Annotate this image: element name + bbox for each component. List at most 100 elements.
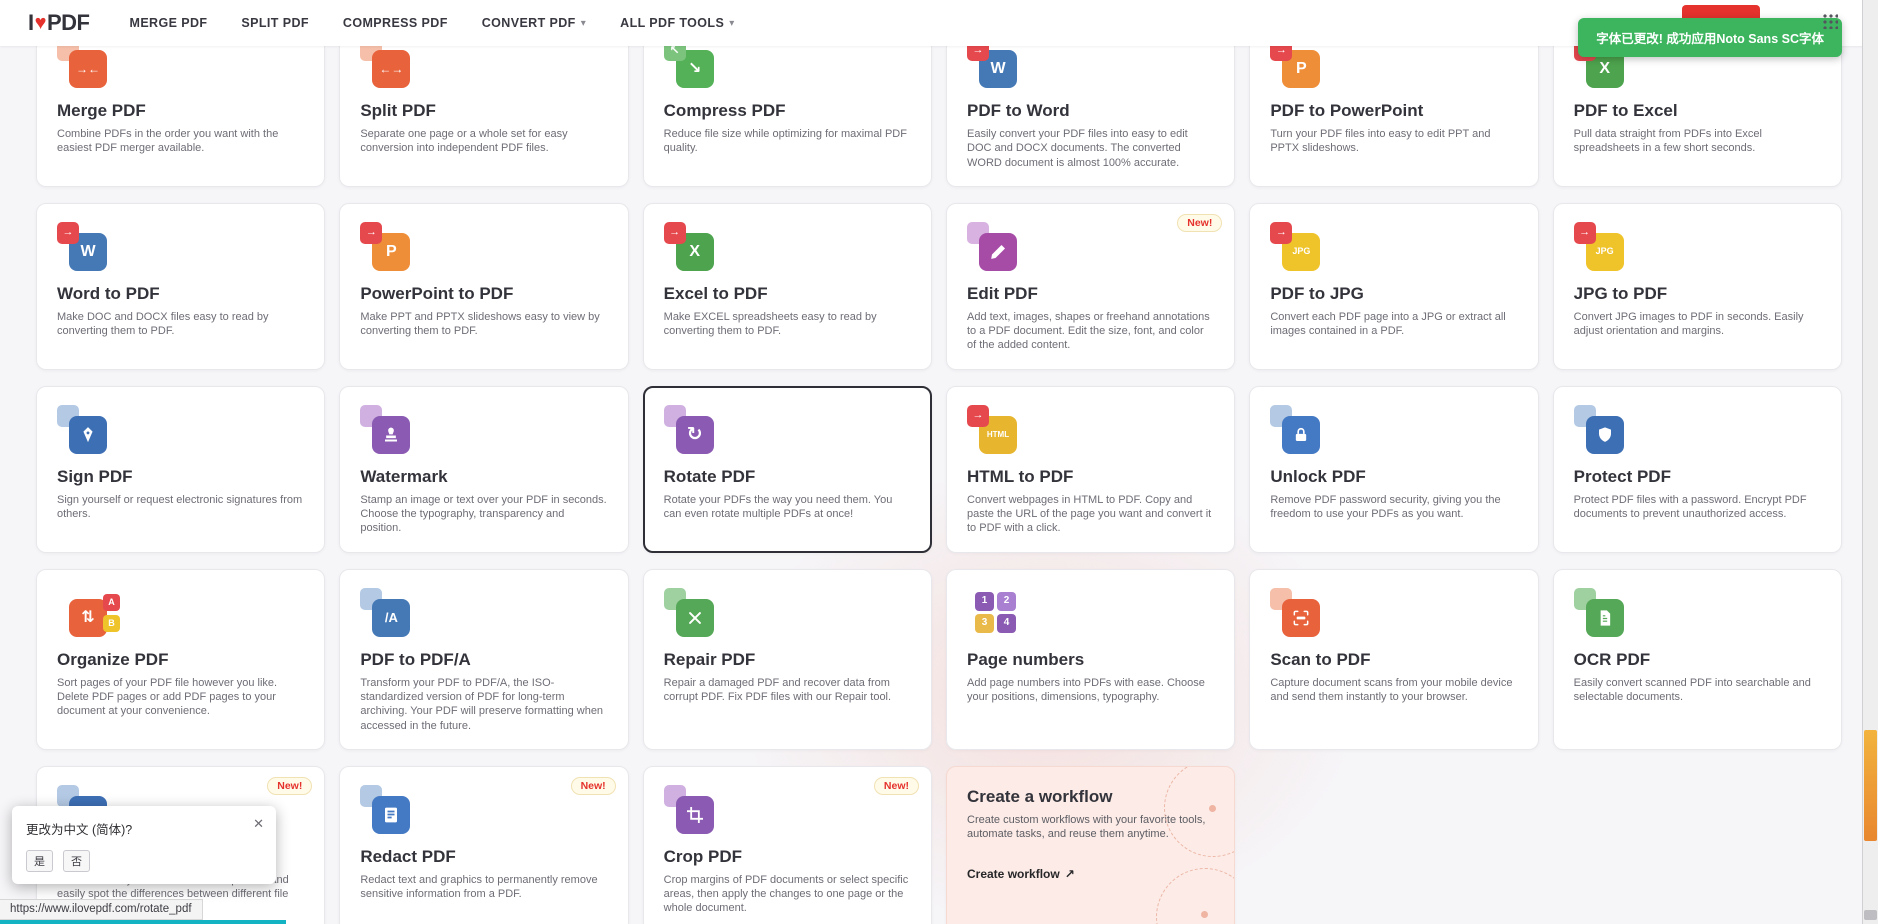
tool-title: Sign PDF [57, 466, 133, 486]
icon-tile: 1 [975, 591, 994, 611]
tool-title: Protect PDF [1573, 466, 1671, 486]
tool-title: Watermark [360, 466, 448, 486]
nav-item-convert-pdf[interactable]: CONVERT PDF ▾ [482, 16, 586, 30]
tool-card-pdf-to-powerpoint[interactable]: → P PDF to PowerPoint Turn your PDF files i… [1249, 20, 1539, 187]
tool-title: Repair PDF [663, 649, 756, 669]
scrollbar[interactable] [1862, 0, 1878, 924]
icon-tile: 2 [997, 591, 1016, 611]
tool-card-unlock-pdf[interactable]: Unlock PDF Remove PDF password security, … [1249, 385, 1539, 553]
apps-grid-icon[interactable] [1821, 12, 1838, 29]
jpg-to-pdf-icon: → JPG [1573, 221, 1636, 274]
tool-description: Add page numbers into PDFs with ease. Ch… [967, 676, 1205, 703]
tool-card-crop-pdf[interactable]: New! Crop PDF Crop margins of PDF document… [642, 765, 932, 924]
split-icon: ←→ [360, 39, 422, 91]
tool-card-word-to-pdf[interactable]: → W Word to PDF Make DOC and DOCX files eas… [36, 202, 326, 370]
tool-title: HTML to PDF [967, 466, 1074, 486]
tool-title: PDF to PDF/A [360, 649, 471, 669]
tool-title: JPG to PDF [1573, 283, 1668, 303]
icon-tile [675, 598, 714, 637]
tool-card-merge-pdf[interactable]: →← Merge PDF Combine PDFs in the order you… [36, 20, 326, 187]
tool-card-protect-pdf[interactable]: Protect PDF Protect PDF files with a pass… [1552, 385, 1842, 553]
tool-card-sign-pdf[interactable]: Sign PDF Sign yourself or request electro… [36, 385, 326, 553]
tool-card-jpg-to-pdf[interactable]: → JPG JPG to PDF Convert JPG images to PDF … [1552, 202, 1842, 370]
scrollbar-thumb[interactable] [1864, 729, 1877, 841]
nav-item-split-pdf[interactable]: SPLIT PDF [241, 16, 309, 30]
arrow-up-right-icon: ↗ [1064, 867, 1075, 882]
nav-item-label: ALL PDF TOOLS [620, 16, 725, 30]
tool-card-ocr-pdf[interactable]: OCR PDF Easily convert scanned PDF into s… [1552, 568, 1842, 750]
tool-description: Redact text and graphics to permanently … [360, 873, 598, 901]
new-badge: New! [267, 776, 313, 795]
ilovepdf-logo[interactable]: I ♥ PDF [28, 10, 90, 36]
watermark-icon [360, 404, 422, 457]
protect-pdf-icon [1573, 404, 1636, 457]
unlock-pdf-icon [1270, 404, 1332, 457]
tool-card-powerpoint-to-pdf[interactable]: → P PowerPoint to PDF Make PPT and PPTX sli… [339, 202, 629, 370]
rotate-pdf-icon: ↻ [663, 404, 726, 457]
icon-tile: → [57, 221, 79, 244]
icon-tile [1585, 415, 1624, 454]
icon-tile [979, 232, 1017, 271]
tool-card-excel-to-pdf[interactable]: → X Excel to PDF Make EXCEL spreadsheets ea… [642, 202, 932, 370]
nav-item-compress-pdf[interactable]: COMPRESS PDF [343, 16, 448, 30]
scrollbar-nub[interactable] [1864, 910, 1877, 920]
tool-title: PDF to JPG [1270, 283, 1364, 303]
tool-card-scan-to-pdf[interactable]: Scan to PDF Capture document scans from y… [1249, 568, 1539, 750]
close-icon[interactable]: ✕ [253, 816, 264, 831]
logo-text-pdf: PDF [47, 10, 90, 35]
tool-card-organize-pdf[interactable]: ⇅ A B Organize PDF Sort pages of your PDF fi… [36, 568, 326, 750]
tool-description: Make PPT and PPTX slideshows easy to vie… [360, 310, 600, 338]
tool-title: Page numbers [967, 649, 1085, 669]
icon-tile [1282, 415, 1321, 454]
icon-tile: → [1573, 221, 1596, 244]
tool-title: Redact PDF [360, 846, 456, 866]
tool-card-edit-pdf[interactable]: New! Edit PDF Add text, images, shapes or … [946, 202, 1236, 370]
tool-card-pdf-to-jpg[interactable]: → JPG PDF to JPG Convert each PDF page into… [1249, 202, 1539, 370]
tool-title: PDF to Excel [1573, 101, 1678, 120]
create-workflow-link-label: Create workflow [967, 867, 1060, 882]
icon-tile [675, 795, 714, 834]
tool-card-rotate-pdf[interactable]: ↻ Rotate PDF Rotate your PDFs the way you … [642, 385, 932, 553]
create-workflow-card[interactable]: Create a workflow Create custom workflows… [946, 765, 1236, 924]
tool-title: Scan to PDF [1270, 649, 1371, 669]
pdf-to-jpg-icon: → JPG [1270, 221, 1332, 274]
workflow-decoration-circle [1164, 766, 1235, 857]
tool-card-pdf-to-word[interactable]: → W PDF to Word Easily convert your PDF fil… [946, 20, 1236, 187]
icon-tile: → [663, 221, 686, 244]
tool-description: Easily convert your PDF files into easy … [967, 128, 1188, 169]
workflow-decoration-circle [1156, 867, 1235, 924]
tool-description: Separate one page or a whole set for eas… [360, 128, 568, 155]
tool-description: Stamp an image or text over your PDF in … [360, 493, 607, 535]
tool-card-pdf-to-pdf-a[interactable]: /A PDF to PDF/A Transform your PDF to PDF/… [339, 568, 629, 750]
tool-card-html-to-pdf[interactable]: → HTML HTML to PDF Convert webpages in HTML… [946, 385, 1236, 553]
nav-item-all-pdf-tools[interactable]: ALL PDF TOOLS ▾ [620, 16, 734, 30]
tool-card-split-pdf[interactable]: ←→ Split PDF Separate one page or a whole … [339, 20, 629, 187]
nav-item-merge-pdf[interactable]: MERGE PDF [130, 16, 208, 30]
icon-tile: ↻ [675, 415, 714, 454]
tool-card-redact-pdf[interactable]: New! Redact PDF Redact text and graphics t… [339, 765, 629, 924]
yes-button[interactable]: 是 [26, 850, 53, 872]
powerpoint-to-pdf-icon: → P [360, 221, 422, 274]
taskbar-strip [0, 920, 286, 924]
nav-item-label: CONVERT PDF [481, 16, 576, 30]
tool-card-page-numbers[interactable]: 1 2 3 4 Page numbers Add page numbers into PD… [946, 568, 1236, 750]
tool-card-repair-pdf[interactable]: Repair PDF Repair a damaged PDF and recov… [642, 568, 932, 750]
tool-title: Excel to PDF [663, 283, 768, 303]
tool-title: Merge PDF [57, 101, 146, 120]
tool-description: Protect PDF files with a password. Encry… [1573, 493, 1807, 521]
tool-card-watermark[interactable]: Watermark Stamp an image or text over you… [339, 385, 629, 553]
dialog-question: 更改为中文 (简体)? [26, 823, 133, 837]
nav-item-label: COMPRESS PDF [342, 16, 448, 30]
create-workflow-link[interactable]: Create workflow ↗ [967, 867, 1075, 881]
compress-icon: ↖ ↘ [663, 39, 726, 91]
tool-description: Convert JPG images to PDF in seconds. Ea… [1573, 310, 1804, 338]
no-button[interactable]: 否 [63, 850, 90, 872]
icon-tile [1585, 598, 1624, 637]
word-to-pdf-icon: → W [57, 221, 119, 274]
tool-description: Make EXCEL spreadsheets easy to read by … [663, 310, 877, 338]
icon-tile: → [1270, 221, 1293, 244]
tool-title: Unlock PDF [1270, 466, 1366, 486]
tool-card-compress-pdf[interactable]: ↖ ↘ Compress PDF Reduce file size while opt… [642, 20, 932, 187]
excel-to-pdf-icon: → X [663, 221, 726, 274]
pdf-to-powerpoint-icon: → P [1270, 39, 1332, 91]
